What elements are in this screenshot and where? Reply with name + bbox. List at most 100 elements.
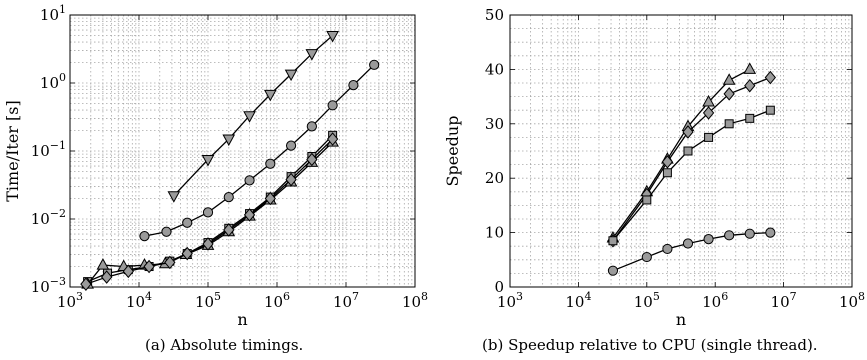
- data-point-diamond: [264, 191, 276, 206]
- tick-marks: [509, 14, 853, 288]
- data-point-square: [662, 168, 672, 178]
- data-point-square: [765, 105, 775, 115]
- data-point-circle: [348, 80, 359, 91]
- data-point-square: [704, 132, 714, 142]
- y-tick-label: 10−3: [31, 275, 66, 296]
- data-point-triangle-down: [263, 89, 277, 102]
- x-tick-label: 105: [634, 290, 660, 311]
- data-point-diamond: [744, 78, 756, 93]
- plot-area: [510, 15, 852, 287]
- data-point-diamond: [202, 237, 214, 251]
- series-square: [608, 105, 775, 246]
- data-point-circle: [744, 228, 755, 239]
- panel-a-caption: (a) Absolute timings.: [145, 336, 304, 354]
- y-tick-label: 10−2: [31, 207, 66, 228]
- y-tick-label: 30: [485, 115, 504, 133]
- data-point-diamond: [80, 277, 92, 291]
- tick-marks: [69, 14, 416, 288]
- data-point-circle: [306, 121, 317, 132]
- y-tick-label: 50: [485, 6, 504, 24]
- data-point-circle: [265, 158, 276, 169]
- data-point-circle: [244, 175, 255, 186]
- data-point-triangle-up: [96, 258, 110, 270]
- data-point-triangle-up: [722, 73, 736, 85]
- x-tick-label: 103: [497, 290, 523, 311]
- data-point-diamond: [143, 259, 155, 274]
- x-tick-label: 104: [126, 290, 152, 311]
- data-point-square: [745, 113, 755, 123]
- data-point-diamond: [164, 255, 176, 270]
- x-tick-label: 105: [195, 290, 221, 311]
- data-point-diamond: [764, 70, 776, 85]
- series-triangle-down: [167, 30, 339, 203]
- series-circle: [139, 59, 380, 242]
- panel-a-chart: 103 104 105 106 107 108 10−3 10−2 10−1 100 101 n Tim…: [3, 3, 428, 329]
- data-point-circle: [607, 265, 619, 276]
- data-point-diamond: [122, 264, 134, 279]
- data-point-square: [642, 195, 652, 205]
- data-point-circle: [202, 207, 214, 218]
- data-point-circle: [139, 231, 150, 242]
- y-tick-label: 10−1: [31, 139, 66, 160]
- data-point-circle: [682, 238, 694, 249]
- data-point-diamond: [306, 152, 318, 167]
- data-point-circle: [223, 191, 234, 203]
- y-tick-label: 0: [494, 278, 504, 296]
- data-point-diamond: [702, 106, 715, 120]
- data-point-triangle-down: [243, 111, 256, 123]
- data-point-circle: [285, 140, 297, 151]
- gridlines: [510, 15, 852, 287]
- data-point-diamond: [682, 125, 694, 139]
- series-circle: [607, 227, 776, 276]
- data-point-diamond: [101, 270, 113, 284]
- data-point-circle: [641, 251, 652, 263]
- x-tick-label: 108: [402, 290, 428, 311]
- y-axis-label: Speedup: [443, 116, 462, 187]
- x-tick-label: 106: [702, 290, 728, 311]
- data-point-circle: [182, 217, 193, 228]
- data-point-diamond: [723, 87, 735, 101]
- x-axis-label: n: [676, 310, 686, 329]
- data-point-triangle-down: [167, 191, 181, 203]
- series-diamond: [80, 132, 339, 291]
- panel-b-chart: 103 104 105 106 107 108 0 10 20 30 40 50 n Speedup: [443, 6, 865, 329]
- data-point-diamond: [181, 246, 193, 261]
- data-point-triangle-up: [702, 95, 715, 107]
- data-point-circle: [327, 100, 338, 111]
- data-point-triangle-down: [284, 69, 298, 82]
- data-point-diamond: [661, 155, 674, 169]
- y-axis-label: Time/Iter [s]: [3, 100, 22, 201]
- y-tick-label: 40: [485, 60, 504, 78]
- data-point-circle: [765, 227, 776, 238]
- data-point-circle: [703, 234, 714, 245]
- y-tick-label: 101: [40, 3, 66, 24]
- data-point-diamond: [326, 132, 339, 146]
- data-point-circle: [724, 230, 735, 241]
- x-tick-label: 107: [771, 290, 797, 311]
- axes-frame: [509, 14, 853, 288]
- data-point-circle: [369, 59, 380, 70]
- data-point-square: [683, 146, 693, 156]
- x-axis-label: n: [237, 310, 247, 329]
- data-point-diamond: [285, 172, 297, 187]
- x-tick-label: 104: [565, 290, 591, 311]
- y-tick-label: 100: [40, 71, 66, 92]
- data-point-circle: [662, 243, 673, 255]
- data-point-circle: [161, 226, 172, 237]
- x-tick-label: 103: [57, 290, 83, 311]
- data-point-triangle-down: [326, 30, 339, 43]
- data-point-triangle-down: [222, 134, 236, 147]
- y-tick-label: 20: [485, 169, 504, 187]
- panel-b-caption: (b) Speedup relative to CPU (single thre…: [482, 336, 818, 354]
- gridlines: [70, 15, 415, 287]
- x-tick-label: 108: [839, 290, 865, 311]
- x-tick-label: 106: [264, 290, 290, 311]
- y-tick-label: 10: [485, 224, 504, 242]
- data-point-square: [724, 119, 734, 129]
- data-point-square: [608, 236, 618, 246]
- data-point-diamond: [223, 223, 235, 237]
- data-point-diamond: [243, 208, 256, 222]
- data-point-triangle-down: [305, 49, 319, 61]
- x-tick-label: 107: [333, 290, 359, 311]
